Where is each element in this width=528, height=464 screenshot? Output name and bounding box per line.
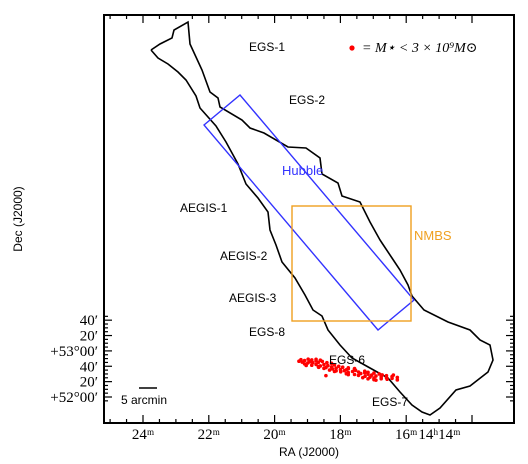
field-label-egs-2: EGS-2 <box>289 93 325 107</box>
data-point <box>362 371 367 375</box>
data-point <box>322 362 326 367</box>
data-point <box>390 376 394 381</box>
field-label-egs-1: EGS-1 <box>249 40 285 54</box>
data-point <box>297 359 301 364</box>
data-point <box>332 363 337 367</box>
data-point <box>332 369 337 374</box>
hubble-region <box>203 94 415 331</box>
data-point <box>352 366 357 371</box>
data-point <box>360 375 365 380</box>
field-label-aegis-1: AEGIS-1 <box>180 201 228 215</box>
x-tick-label: 18ᵐ <box>329 427 352 443</box>
nmbs-label: NMBS <box>414 228 452 243</box>
y-tick-label: 20′ <box>80 375 98 391</box>
data-point <box>327 368 332 372</box>
data-point <box>306 357 310 361</box>
data-point <box>374 378 378 382</box>
hubble-label: Hubble <box>282 163 323 178</box>
data-point <box>336 364 341 369</box>
y-tick-label: +52°00′ <box>50 390 98 406</box>
y-tick-label: 40′ <box>80 359 98 375</box>
data-point <box>350 369 355 374</box>
nmbs-region <box>291 205 412 322</box>
data-point <box>385 377 389 382</box>
data-point <box>395 378 400 382</box>
field-label-egs-6: EGS-6 <box>329 353 365 367</box>
data-point <box>356 373 361 378</box>
data-point <box>330 367 335 371</box>
legend-marker <box>349 45 355 51</box>
field-label-egs-7: EGS-7 <box>372 395 408 409</box>
egs-field-outline <box>150 20 494 416</box>
data-point <box>316 365 321 370</box>
data-point <box>320 359 325 364</box>
x-tick-label: 24ᵐ <box>132 427 155 443</box>
data-point <box>340 365 345 369</box>
data-point <box>366 377 370 381</box>
field-label-egs-8: EGS-8 <box>249 325 285 339</box>
data-point <box>342 368 347 373</box>
data-point <box>334 366 338 370</box>
plot-frame <box>103 14 515 424</box>
data-point <box>391 373 396 377</box>
data-point <box>304 363 308 368</box>
field-label-aegis-2: AEGIS-2 <box>220 249 268 263</box>
data-point <box>314 362 318 367</box>
data-points <box>297 357 400 382</box>
data-point <box>310 360 315 365</box>
data-point <box>352 372 357 377</box>
y-tick-label: +53°00′ <box>50 344 98 360</box>
x-tick-label: 14ʰ14ᵐ <box>418 427 461 443</box>
field-label-aegis-3: AEGIS-3 <box>229 291 277 305</box>
x-axis-label: RA (J2000) <box>279 445 339 459</box>
data-point <box>366 372 370 377</box>
axis-ticks: 24ᵐ 22ᵐ 20ᵐ 18ᵐ 16ᵐ 14ʰ14ᵐ+52°00′20′40′+53°00… <box>50 15 514 443</box>
y-tick-label: 40′ <box>80 313 98 329</box>
data-point <box>379 376 383 381</box>
data-point <box>346 372 351 377</box>
x-tick-label: 16ᵐ <box>395 427 418 443</box>
data-point <box>338 370 343 374</box>
data-point <box>377 372 382 376</box>
scale-bar-label: 5 arcmin <box>121 393 167 407</box>
legend-text: = M⋆ < 3 × 10⁹M⊙ <box>362 41 478 56</box>
data-point <box>322 366 326 371</box>
data-point <box>329 361 334 366</box>
x-tick-label: 22ᵐ <box>198 427 221 443</box>
data-point <box>324 373 328 378</box>
y-axis-label: Dec (J2000) <box>11 186 25 251</box>
x-tick-label: 20ᵐ <box>263 427 286 443</box>
data-point <box>325 360 329 365</box>
y-tick-label: 20′ <box>80 329 98 345</box>
